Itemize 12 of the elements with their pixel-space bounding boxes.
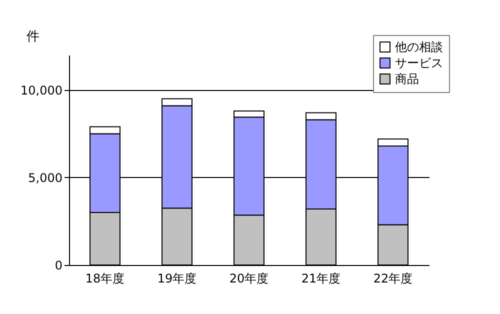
- y-tick-label: 0: [54, 258, 62, 272]
- x-tick-label: 18年度: [85, 272, 125, 286]
- legend-label: サービス: [395, 56, 443, 70]
- y-tick-label: 5,000: [28, 171, 62, 185]
- y-tick-label: 10,000: [20, 84, 62, 98]
- x-tick-label: 21年度: [301, 272, 341, 286]
- x-tick-label: 22年度: [373, 272, 413, 286]
- y-axis-title: 件: [26, 30, 40, 44]
- x-tick-label: 20年度: [229, 272, 269, 286]
- x-tick-label: 19年度: [157, 272, 197, 286]
- legend-label: 商品: [395, 72, 419, 86]
- legend-label: 他の相談: [395, 40, 443, 54]
